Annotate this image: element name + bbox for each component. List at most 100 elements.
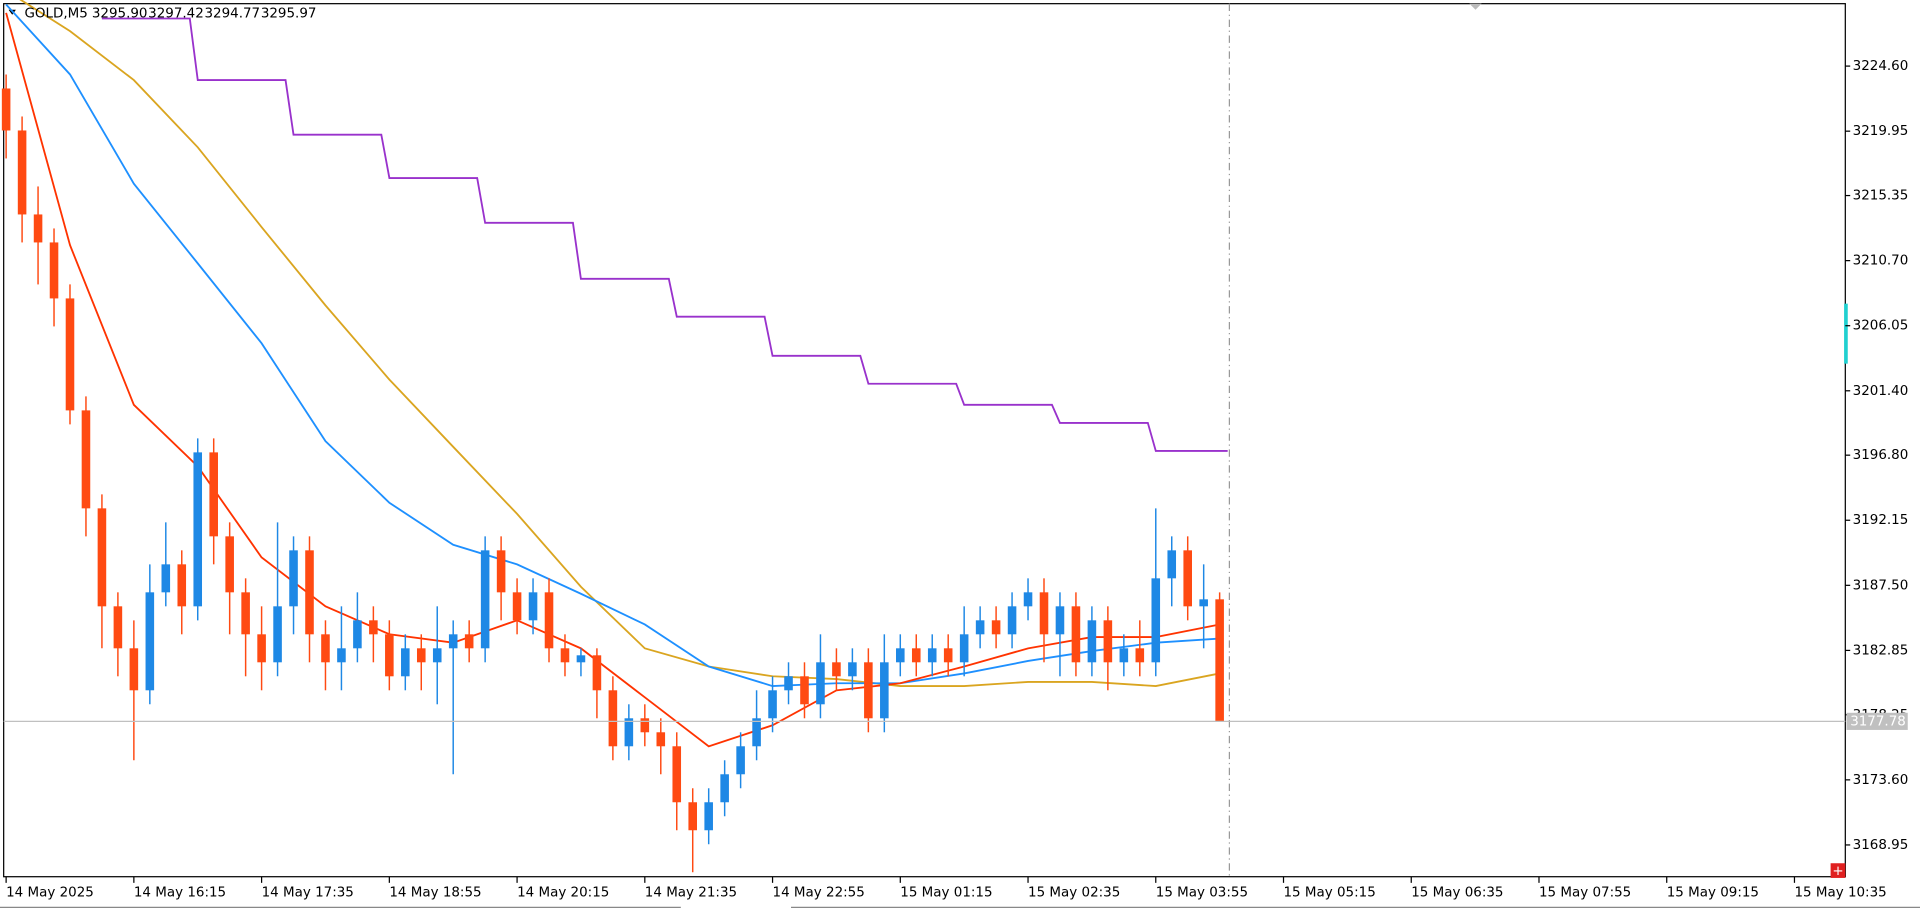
candle-body xyxy=(496,550,506,593)
shift-marker xyxy=(1469,3,1482,10)
candle-body xyxy=(624,718,634,747)
x-tick-label: 15 May 01:15 xyxy=(900,886,992,901)
candle-body xyxy=(800,676,809,705)
candle-body xyxy=(927,648,937,663)
y-tick-label: 3201.40 xyxy=(1853,384,1909,399)
candle-body xyxy=(608,690,618,747)
y-tick-label: 3215.35 xyxy=(1853,189,1909,204)
candle-body xyxy=(880,662,889,719)
candle-body xyxy=(145,592,155,691)
candle-body xyxy=(816,662,825,705)
candle-body xyxy=(959,634,969,663)
candle-body xyxy=(991,620,1001,635)
candle-body xyxy=(97,508,107,607)
x-tick-label: 14 May 17:35 xyxy=(262,886,354,901)
x-tick-label: 14 May 22:55 xyxy=(773,886,865,901)
y-tick-label: 3196.80 xyxy=(1853,448,1909,463)
candle-body xyxy=(289,550,298,607)
candle-body xyxy=(784,676,793,691)
candle-body xyxy=(1167,550,1177,579)
y-tick-label: 3182.85 xyxy=(1853,643,1909,658)
x-tick-label: 14 May 18:55 xyxy=(389,886,481,901)
x-tick-label: 14 May 20:15 xyxy=(517,886,609,901)
add-button[interactable] xyxy=(1830,863,1846,878)
candle-body xyxy=(688,802,698,831)
candle-body xyxy=(129,648,139,691)
candle-body xyxy=(177,564,187,607)
candle-body xyxy=(416,648,426,663)
candle-body xyxy=(81,410,91,509)
header-value: 3295.97 xyxy=(261,6,317,21)
x-tick-label: 15 May 03:55 xyxy=(1156,886,1248,901)
candle-body xyxy=(321,634,330,663)
candle-body xyxy=(592,655,602,691)
moving-average xyxy=(5,12,1220,748)
candle-body xyxy=(896,648,905,663)
header-value: 3295.90 xyxy=(92,6,148,21)
candle-body xyxy=(832,662,841,677)
candle-body xyxy=(33,214,43,243)
candle-body xyxy=(1,88,11,131)
candle-body xyxy=(1135,648,1145,663)
candle-body xyxy=(1039,592,1049,635)
header-ohlc: 3295.90 3297.42 3294.77 3295.97 xyxy=(92,6,317,21)
candle-body xyxy=(1119,648,1129,663)
header-value: 3294.77 xyxy=(204,6,260,21)
x-tick-label: 14 May 21:35 xyxy=(645,886,737,901)
candle-body xyxy=(768,690,777,719)
x-tick-label: 14 May 2025 xyxy=(6,886,94,901)
candle-body xyxy=(1007,606,1017,635)
moving-average xyxy=(19,0,1220,687)
candle-body xyxy=(480,550,490,649)
plot-frame xyxy=(3,3,1846,878)
y-tick-label: 3187.50 xyxy=(1853,578,1909,593)
candle-body xyxy=(257,634,266,663)
y-tick-label: 3210.70 xyxy=(1853,254,1909,269)
y-tick-label: 3224.60 xyxy=(1853,59,1909,74)
x-tick-label: 15 May 02:35 xyxy=(1028,886,1120,901)
x-tick-label: 15 May 06:35 xyxy=(1411,886,1503,901)
candle-body xyxy=(17,130,27,215)
y-tick-label: 3219.95 xyxy=(1853,124,1909,139)
x-tick-label: 15 May 09:15 xyxy=(1667,886,1759,901)
candle-body xyxy=(225,536,234,593)
x-tick-label: 15 May 07:55 xyxy=(1539,886,1631,901)
candle-body xyxy=(464,634,474,649)
candle-body xyxy=(864,662,873,719)
candle-body xyxy=(975,620,985,635)
candle-body xyxy=(752,718,761,747)
y-tick-label: 3168.95 xyxy=(1853,838,1909,853)
candle-body xyxy=(113,606,123,649)
candle-body xyxy=(161,564,171,593)
candle-body xyxy=(656,732,666,747)
candle-body xyxy=(560,648,570,663)
candle-body xyxy=(1215,599,1224,722)
candle-body xyxy=(911,648,921,663)
candle-body xyxy=(672,746,682,803)
x-tick-label: 14 May 16:15 xyxy=(134,886,226,901)
candle-body xyxy=(512,592,522,621)
candle-body xyxy=(1103,620,1113,663)
candle-body xyxy=(305,550,314,635)
candle-body xyxy=(1023,592,1033,607)
symbol-title: GOLD,M5 xyxy=(24,6,87,21)
candle-body xyxy=(1071,606,1081,663)
candle-body xyxy=(209,452,218,537)
plot xyxy=(1,0,1846,873)
candle-body xyxy=(65,298,75,411)
candle-body xyxy=(544,592,554,649)
candle-body xyxy=(1151,578,1161,663)
candle-body xyxy=(353,620,362,649)
candle-body xyxy=(736,746,745,775)
candle-body xyxy=(1087,620,1097,663)
x-tick-label: 15 May 05:15 xyxy=(1284,886,1376,901)
candle-body xyxy=(848,662,857,677)
candle-body xyxy=(385,634,394,677)
candle-body xyxy=(337,648,346,663)
candle-body xyxy=(432,648,442,663)
candle-body xyxy=(448,634,458,649)
candle-body xyxy=(1183,550,1192,607)
step-line xyxy=(101,17,1228,452)
candle-body xyxy=(241,592,250,635)
